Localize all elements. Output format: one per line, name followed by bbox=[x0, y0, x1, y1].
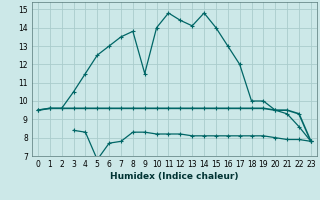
X-axis label: Humidex (Indice chaleur): Humidex (Indice chaleur) bbox=[110, 172, 239, 181]
